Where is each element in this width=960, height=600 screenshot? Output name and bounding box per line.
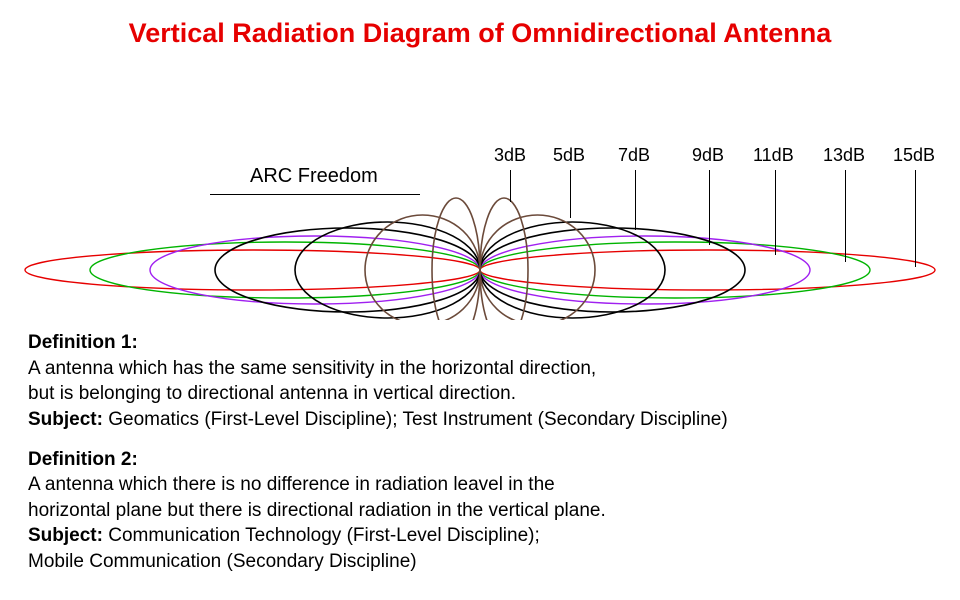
definition-2-subject-label: Subject: xyxy=(28,525,103,546)
db-tick-2 xyxy=(635,170,636,230)
definition-1-subject: Subject: Geomatics (First-Level Discipli… xyxy=(28,407,940,433)
definition-2: Definition 2: A antenna which there is n… xyxy=(28,447,940,575)
db-tick-3 xyxy=(709,170,710,245)
definition-2-subject-text: Communication Technology (First-Level Di… xyxy=(103,525,540,546)
lobe-svg xyxy=(0,60,960,320)
definition-1-line-1: A antenna which has the same sensitivity… xyxy=(28,356,940,382)
db-label-1: 5dB xyxy=(553,145,585,166)
db-tick-5 xyxy=(845,170,846,262)
arc-freedom-label: ARC Freedom xyxy=(250,165,378,188)
db-label-3: 9dB xyxy=(692,145,724,166)
db-label-6: 15dB xyxy=(893,145,935,166)
db-tick-6 xyxy=(915,170,916,267)
db-label-2: 7dB xyxy=(618,145,650,166)
radiation-diagram: ARC Freedom 3dB 5dB 7dB 9dB 11dB 13dB 15dB xyxy=(0,60,960,320)
definition-1-subject-label: Subject: xyxy=(28,409,103,430)
definition-2-line-2: horizontal plane but there is directiona… xyxy=(28,498,940,524)
definition-2-line-1: A antenna which there is no difference i… xyxy=(28,472,940,498)
definition-1-subject-text: Geomatics (First-Level Discipline); Test… xyxy=(103,409,728,430)
db-tick-1 xyxy=(570,170,571,218)
definition-1-line-2: but is belonging to directional antenna … xyxy=(28,381,940,407)
db-label-5: 13dB xyxy=(823,145,865,166)
db-tick-0 xyxy=(510,170,511,202)
definitions-section: Definition 1: A antenna which has the sa… xyxy=(28,330,940,589)
db-tick-4 xyxy=(775,170,776,255)
definition-2-subject: Subject: Communication Technology (First… xyxy=(28,523,940,549)
definition-2-heading: Definition 2: xyxy=(28,447,940,473)
page-title: Vertical Radiation Diagram of Omnidirect… xyxy=(0,18,960,49)
db-label-0: 3dB xyxy=(494,145,526,166)
definition-2-subject-extra: Mobile Communication (Secondary Discipli… xyxy=(28,549,940,575)
definition-1-heading: Definition 1: xyxy=(28,330,940,356)
arc-freedom-underline xyxy=(210,194,420,195)
db-label-4: 11dB xyxy=(753,145,794,166)
definition-1: Definition 1: A antenna which has the sa… xyxy=(28,330,940,433)
